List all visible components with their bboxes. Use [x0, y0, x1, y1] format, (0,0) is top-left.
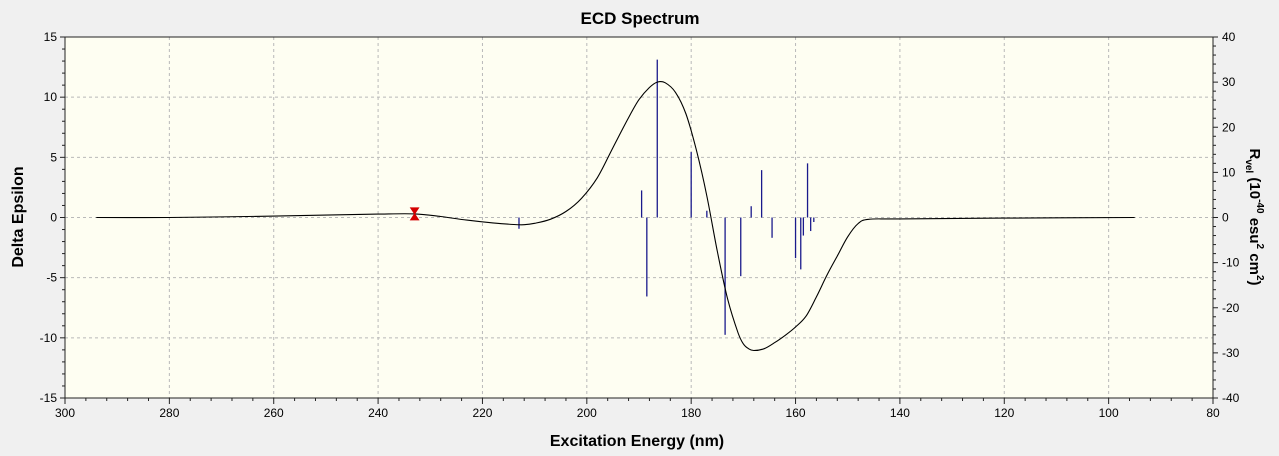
y2-tick-label: 0: [1222, 211, 1229, 225]
x-tick-label: 260: [264, 406, 284, 420]
y2-label-suffix: ): [1246, 281, 1263, 286]
y-tick-label: -5: [46, 271, 57, 285]
y2-label-mid2: esu: [1246, 214, 1263, 244]
x-tick-label: 240: [368, 406, 388, 420]
y2-label-sup1: -40: [1254, 199, 1265, 214]
x-tick-label: 140: [890, 406, 910, 420]
y2-axis-label: Rvel (10-40 esu2 cm2): [1243, 148, 1265, 285]
y-tick-label: 0: [50, 211, 57, 225]
y2-tick-label: 30: [1222, 75, 1236, 89]
chart-title: ECD Spectrum: [580, 9, 699, 28]
x-tick-label: 80: [1206, 406, 1220, 420]
y2-tick-label: -40: [1222, 391, 1240, 405]
x-tick-label: 180: [681, 406, 701, 420]
x-tick-label: 220: [472, 406, 492, 420]
hourglass-marker-icon: [409, 207, 420, 221]
y2-tick-label: 40: [1222, 30, 1236, 44]
ecd-curve: [96, 80, 1135, 352]
y2-tick-label: -20: [1222, 301, 1240, 315]
y-axis-label: Delta Epsilon: [10, 166, 27, 267]
y-tick-label: -15: [40, 391, 58, 405]
marker-layer: [409, 207, 420, 221]
plot-frame: [64, 36, 1214, 399]
x-tick-label: 280: [159, 406, 179, 420]
y2-tick-label: -30: [1222, 346, 1240, 360]
y-axis-right: 40 30 20 10 0 -10 -20 -30 -40: [1213, 30, 1240, 405]
y2-label-sup2: 2: [1254, 244, 1265, 250]
x-tick-label: 300: [55, 406, 75, 420]
y-tick-label: -10: [40, 331, 58, 345]
y2-label-sup3: 2: [1254, 275, 1265, 281]
stick-series: [518, 59, 815, 335]
x-tick-label: 160: [786, 406, 806, 420]
x-axis: 300 280 260 240 220 200 180 160 140 120 100 80: [55, 398, 1220, 420]
y-tick-label: 10: [44, 90, 58, 104]
curve-series: [96, 80, 1135, 352]
y2-label-mid1: (10: [1246, 173, 1263, 199]
y2-label-prefix: R: [1246, 148, 1263, 159]
y2-tick-label: 20: [1222, 120, 1236, 134]
x-tick-label: 200: [577, 406, 597, 420]
y2-tick-label: 10: [1222, 165, 1236, 179]
y-tick-label: 5: [50, 150, 57, 164]
x-axis-label: Excitation Energy (nm): [550, 433, 724, 450]
y2-label-sub: vel: [1243, 159, 1254, 173]
y-tick-label: 15: [44, 30, 58, 44]
x-tick-label: 120: [994, 406, 1014, 420]
y2-label-mid3: cm: [1246, 249, 1263, 275]
x-tick-label: 100: [1099, 406, 1119, 420]
y2-tick-label: -10: [1222, 256, 1240, 270]
